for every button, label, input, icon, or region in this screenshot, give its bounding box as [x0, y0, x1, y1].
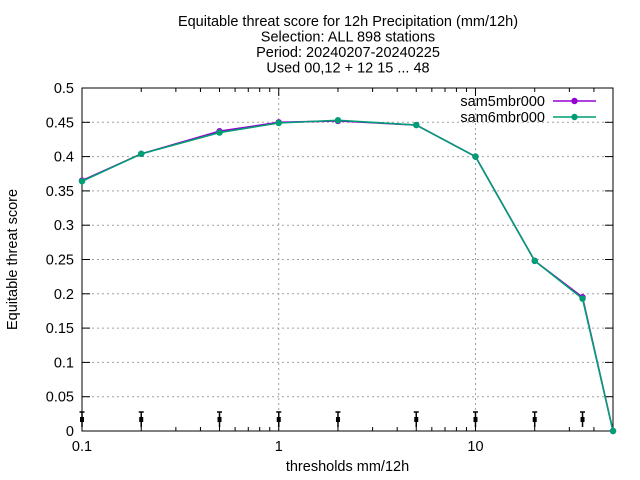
data-point-sam6mbr000	[579, 295, 586, 302]
series-line-sam5mbr000	[81, 120, 614, 432]
sample-marker-point	[335, 417, 340, 422]
sample-markers	[79, 411, 586, 427]
legend-marker	[571, 97, 578, 105]
data-point-sam6mbr000	[609, 427, 617, 435]
chart-title: Equitable threat score for 12h Precipita…	[178, 14, 518, 77]
sample-marker-point	[580, 417, 585, 422]
legend-marker	[571, 113, 578, 121]
sample-marker-point	[80, 417, 84, 422]
y-axis-label: Equitable threat score	[5, 189, 21, 330]
title-line: Period: 20240207-20240225	[256, 45, 440, 61]
y-tick-label: 0.35	[46, 184, 74, 200]
y-tick-label: 0.25	[46, 253, 74, 269]
y-tick-label: 0.15	[46, 321, 74, 337]
data-point-sam6mbr000	[472, 153, 479, 160]
grid	[82, 88, 613, 431]
data-point-sam6mbr000	[413, 121, 420, 129]
sample-marker-point	[139, 417, 144, 422]
legend-label: sam6mbr000	[460, 110, 545, 126]
y-tick-label: 0.2	[54, 287, 74, 303]
title-line: Used 00,12 + 12 15 ... 48	[266, 61, 429, 77]
x-axis-label: thresholds mm/12h	[286, 459, 409, 475]
title-line: Equitable threat score for 12h Precipita…	[178, 14, 518, 30]
y-tick-label: 0.4	[54, 150, 74, 166]
y-tick-label: 0.1	[54, 355, 74, 371]
axis-ticks: 0 0.05 0.1 0.15 0.2 0.25 0.3 0.35 0.4 0.45 0.5 0.1 1…	[46, 81, 613, 455]
y-tick-label: 0	[66, 424, 74, 440]
x-tick-label: 10	[467, 439, 483, 455]
sample-marker-point	[473, 417, 478, 422]
data-point-sam6mbr000	[138, 150, 145, 158]
data-point-sam6mbr000	[531, 257, 538, 265]
data-point-sam6mbr000	[78, 178, 86, 185]
series-line-sam6mbr000	[81, 119, 614, 432]
legend-label: sam5mbr000	[460, 94, 545, 110]
y-tick-label: 0.05	[46, 390, 74, 406]
sample-marker-point	[414, 417, 419, 422]
sample-marker-point	[217, 417, 222, 422]
y-tick-label: 0.3	[54, 218, 74, 234]
sample-marker-point	[276, 417, 281, 422]
x-tick-label: 0.1	[72, 439, 92, 455]
x-tick-label: 1	[275, 439, 283, 455]
sample-marker-point	[532, 417, 537, 422]
data-point-sam6mbr000	[216, 129, 223, 136]
y-tick-label: 0.5	[54, 81, 74, 97]
data-point-sam6mbr000	[334, 117, 342, 124]
y-tick-label: 0.45	[46, 115, 74, 131]
title-line: Selection: ALL 898 stations	[261, 30, 435, 46]
series	[78, 117, 617, 435]
data-point-sam6mbr000	[275, 119, 282, 127]
